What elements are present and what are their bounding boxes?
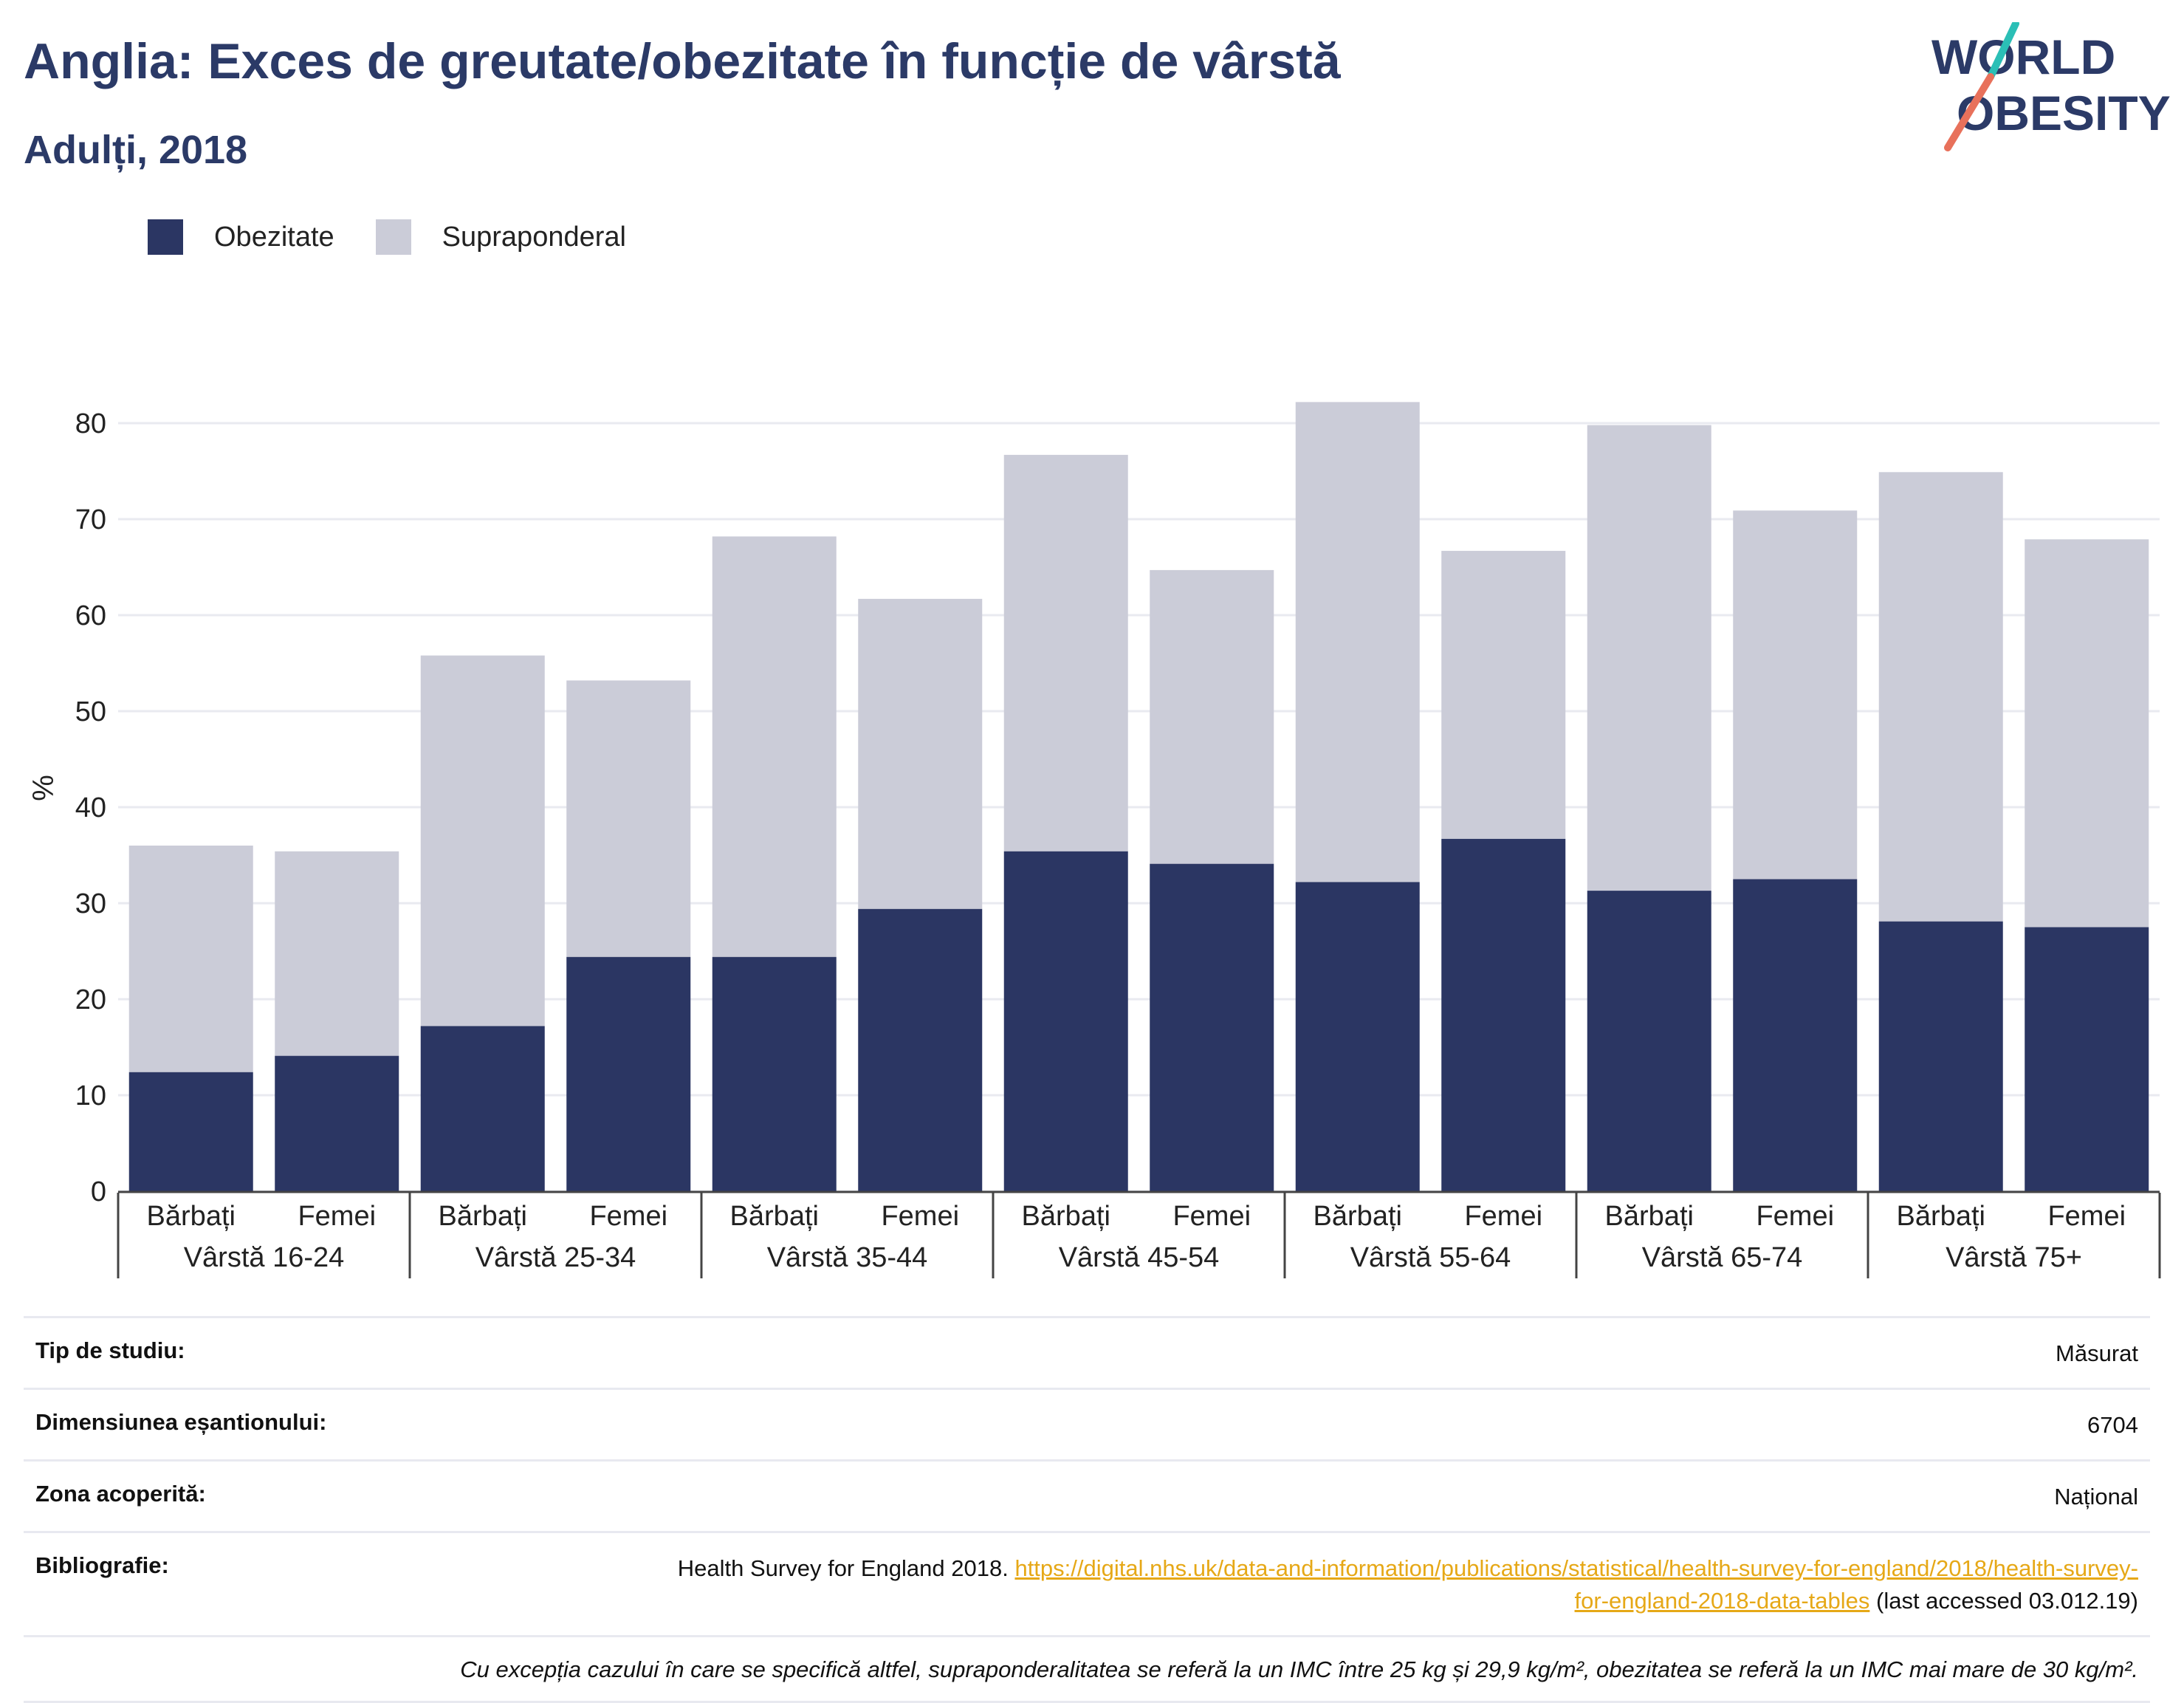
x-group-label: Vârstă 55-64 — [1350, 1242, 1511, 1273]
bar-overweight — [1878, 472, 2003, 922]
x-tick-label-sex: Bărbați — [1314, 1201, 1402, 1232]
bar-obesity — [1003, 851, 1128, 1191]
study-type-label: Tip de studiu: — [35, 1337, 185, 1363]
bar-obesity — [712, 956, 837, 1191]
info-row-study-type: Tip de studiu: Măsurat — [24, 1316, 2150, 1388]
x-tick-label-sex: Femei — [1464, 1201, 1542, 1232]
legend-item-overweight: Supraponderal — [375, 219, 626, 255]
bar-overweight — [858, 598, 983, 909]
x-group-label: Vârstă 75+ — [1946, 1242, 2082, 1273]
x-tick-label-sex: Bărbați — [1897, 1201, 1985, 1232]
bar-obesity — [1295, 882, 1420, 1191]
sample-size-label: Dimensiunea eșantionului: — [35, 1409, 327, 1435]
logo-line2: OBESITY — [1957, 86, 2171, 140]
bibliography-label: Bibliografie: — [35, 1552, 169, 1578]
x-group-label: Vârstă 65-74 — [1642, 1242, 1803, 1273]
bar-overweight — [566, 680, 691, 957]
bar-overweight — [1733, 510, 1858, 880]
bar-overweight — [1295, 402, 1420, 883]
logo-line1: WORLD — [1931, 30, 2115, 84]
y-tick-label: 0 — [91, 1176, 106, 1207]
x-tick-label-sex: Femei — [2047, 1201, 2126, 1232]
logo-slash-top — [1987, 22, 2019, 80]
bar-chart: 0 10 20 30 40 50 60 70 80% Bărbați Femei Bărbați Fem… — [27, 402, 2161, 1278]
x-tick-label-sex: Femei — [298, 1201, 376, 1232]
bar-overweight — [128, 846, 253, 1072]
y-tick-label: 10 — [75, 1080, 106, 1111]
x-tick-label-sex: Femei — [589, 1201, 667, 1232]
x-group-label: Vârstă 45-54 — [1059, 1242, 1220, 1273]
legend-label-overweight: Supraponderal — [442, 221, 626, 253]
bibliography-suffix: (last accessed 03.012.19) — [1876, 1588, 2138, 1614]
y-tick-label: 60 — [75, 600, 106, 631]
info-row-sample-size: Dimensiunea eșantionului: 6704 — [24, 1388, 2150, 1459]
page-title: Anglia: Exces de greutate/obezitate în f… — [24, 33, 1341, 89]
legend-swatch-obesity — [148, 219, 183, 255]
bibliography-link[interactable]: https://digital.nhs.uk/data-and-informat… — [1014, 1555, 2138, 1614]
bar-obesity — [128, 1072, 253, 1191]
bar-obesity — [1150, 863, 1274, 1191]
bar-obesity — [1878, 921, 2003, 1191]
x-tick-label-sex: Femei — [881, 1201, 959, 1232]
y-tick-label: 80 — [75, 408, 106, 439]
bar-overweight — [712, 536, 837, 957]
y-tick-label: 70 — [75, 504, 106, 535]
study-type-value: Măsurat — [2056, 1340, 2138, 1366]
x-tick-label-sex: Femei — [1172, 1201, 1251, 1232]
footnote: Cu excepția cazului în care se specifică… — [24, 1635, 2150, 1703]
bar-overweight — [275, 851, 399, 1056]
bar-obesity — [1733, 879, 1858, 1191]
x-tick-label-sex: Bărbați — [730, 1201, 819, 1232]
bar-overweight — [420, 655, 545, 1027]
bar-obesity — [566, 956, 691, 1191]
chart-legend: Obezitate Supraponderal — [148, 219, 667, 256]
bar-obesity — [2025, 927, 2149, 1191]
x-tick-label-sex: Bărbați — [1605, 1201, 1694, 1232]
bar-obesity — [275, 1055, 399, 1191]
bar-obesity — [858, 908, 983, 1191]
x-group-label: Vârstă 35-44 — [767, 1242, 928, 1273]
legend-label-obesity: Obezitate — [214, 221, 334, 253]
coverage-value: Național — [2054, 1484, 2138, 1510]
bar-obesity — [1587, 891, 1711, 1191]
y-tick-label: 50 — [75, 696, 106, 727]
bibliography-text: Health Survey for England 2018. — [677, 1555, 1009, 1581]
y-tick-label: 20 — [75, 984, 106, 1015]
bar-overweight — [1441, 550, 1566, 839]
y-tick-label: 40 — [75, 792, 106, 823]
legend-swatch-overweight — [375, 219, 411, 255]
bar-obesity — [1441, 838, 1566, 1191]
x-tick-label-sex: Bărbați — [147, 1201, 236, 1232]
bibliography-value: Health Survey for England 2018. https://… — [676, 1552, 2138, 1617]
x-group-label: Vârstă 16-24 — [184, 1242, 345, 1273]
y-tick-label: 30 — [75, 888, 106, 919]
info-row-coverage: Zona acoperită: Național — [24, 1459, 2150, 1531]
x-tick-label-sex: Femei — [1756, 1201, 1834, 1232]
bar-overweight — [1587, 425, 1711, 891]
logo-slash-bottom — [1944, 73, 1994, 151]
page-subtitle: Adulți, 2018 — [24, 128, 248, 172]
x-group-label: Vârstă 25-34 — [475, 1242, 636, 1273]
sample-size-value: 6704 — [2087, 1412, 2138, 1438]
bar-obesity — [420, 1026, 545, 1191]
bar-overweight — [1150, 569, 1274, 864]
bar-overweight — [1003, 454, 1128, 852]
world-obesity-logo: WORLD OBESITY — [1931, 22, 2171, 151]
y-axis-label: % — [27, 775, 60, 801]
legend-item-obesity: Obezitate — [148, 219, 334, 255]
study-info-table: Tip de studiu: Măsurat Dimensiunea eșant… — [24, 1316, 2150, 1703]
x-tick-label-sex: Bărbați — [1022, 1201, 1110, 1232]
x-tick-label-sex: Bărbați — [439, 1201, 527, 1232]
bar-overweight — [2025, 539, 2149, 928]
coverage-label: Zona acoperită: — [35, 1481, 206, 1507]
info-row-bibliography: Bibliografie: Health Survey for England … — [24, 1531, 2150, 1635]
